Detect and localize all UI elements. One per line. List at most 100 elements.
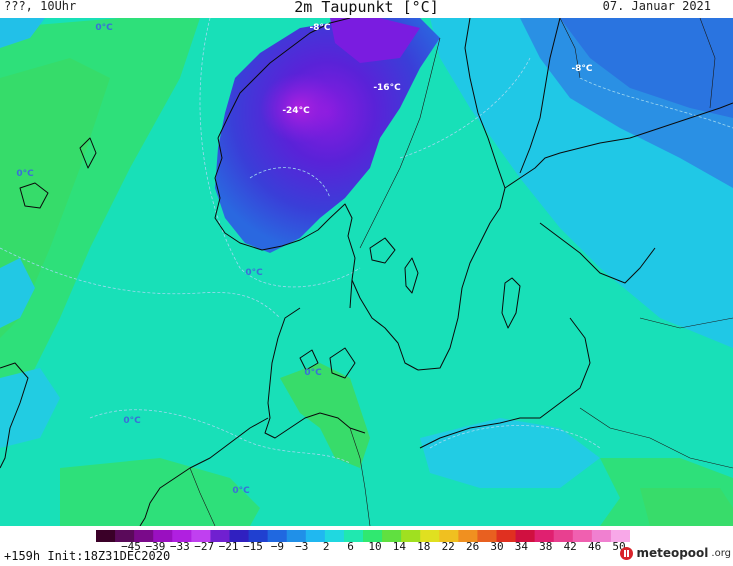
contour-label: 0°C — [304, 368, 322, 378]
norway-sweden-border — [359, 37, 441, 249]
colorbar-tick-label: −9 — [270, 540, 285, 553]
colorbar-segment — [343, 530, 364, 542]
baltic-south-coast — [419, 317, 591, 449]
colorbar-segment — [439, 530, 459, 542]
contour-label: 0°C — [232, 486, 250, 496]
colorbar-tick-label: 6 — [347, 540, 354, 553]
north-atlantic-cool — [0, 18, 45, 48]
colorbar-tick-label: 10 — [368, 540, 382, 553]
colorbar-tick-label: 42 — [563, 540, 577, 553]
colorbar-segment — [610, 530, 630, 542]
colorbar-segment — [134, 530, 154, 542]
netherlands-germany-border — [189, 467, 216, 526]
colorbar-segment — [477, 530, 498, 542]
finland-south-coast — [504, 102, 733, 189]
header-left-text: ???, 10Uhr — [4, 0, 77, 13]
contour-lines — [0, 18, 733, 464]
coastlines — [0, 18, 733, 526]
colorbar-segment — [534, 530, 555, 542]
colorbar-tick-label: 18 — [417, 540, 431, 553]
colorbar-tick-label: −3 — [295, 540, 309, 553]
sweden-east-coast — [417, 18, 506, 371]
meteopool-logo[interactable]: meteopool .org — [620, 546, 731, 560]
colorbar-segment — [229, 530, 250, 542]
denmark-coast — [264, 307, 366, 439]
atlantic-green-core — [0, 58, 110, 338]
colorbar-segment — [363, 530, 383, 542]
colorbar-segment — [458, 530, 479, 542]
sweden-west-coast — [351, 279, 419, 371]
colorbar-segment — [286, 530, 307, 542]
colorbar-segment — [115, 530, 135, 542]
colorbar-segment — [248, 530, 269, 542]
borders — [189, 18, 733, 526]
colorbar-segment — [267, 530, 288, 542]
norway-coast — [214, 137, 356, 309]
colorbar-segment — [172, 530, 192, 542]
colorbar-segment — [382, 530, 402, 542]
colorbar-segment — [572, 530, 593, 542]
colorbar-tick-label: −39 — [145, 540, 166, 553]
colorbar-tick-label: 2 — [322, 540, 330, 553]
header-bar: ???, 10Uhr 2m Taupunkt [°C] 07. Januar 2… — [0, 0, 733, 18]
forecast-date: 07. Januar 2021 — [602, 0, 711, 13]
colorbar-segment — [515, 530, 536, 542]
gotland — [501, 277, 521, 329]
contour-label: 0°C — [245, 268, 263, 278]
contour-label: -8°C — [309, 23, 330, 33]
colorbar-segment — [153, 530, 173, 542]
shetland-islands — [79, 137, 97, 169]
germany-poland-border — [349, 427, 371, 526]
finland-sweden-border — [559, 18, 581, 79]
colorbar-tick-label: 46 — [587, 540, 602, 553]
contour-label: -24°C — [282, 106, 310, 116]
colorbar-tick-label: 34 — [514, 540, 529, 553]
baltic-east-coast — [539, 222, 656, 284]
colorbar-segment — [591, 530, 612, 542]
colorbar-segment — [96, 530, 116, 542]
southwest-cool-patch — [0, 368, 60, 448]
oland — [404, 257, 419, 294]
colorbar-tick-label: −27 — [194, 540, 215, 553]
colorbar-segment — [401, 530, 421, 542]
map-title: 2m Taupunkt [°C] — [294, 0, 439, 16]
contour-label: -16°C — [373, 83, 401, 93]
finland-west-coast — [519, 18, 561, 174]
dewpoint-map: -8°C -16°C -24°C -8°C 0°C 0°C 0°C 0°C 0°… — [0, 18, 733, 526]
colorbar-segment — [324, 530, 345, 542]
poland-lithuania-border — [579, 407, 733, 469]
logo-name: meteopool — [636, 546, 709, 560]
poland-cool-patch — [420, 418, 600, 488]
contour-label: 0°C — [16, 169, 34, 179]
scandinavia-cold-core — [215, 18, 440, 253]
colorbar-segment — [496, 530, 517, 542]
colorbar-tick-label: 38 — [539, 540, 553, 553]
colorbar-tick-label: −33 — [169, 540, 190, 553]
colorbar-tick-label: −15 — [243, 540, 263, 553]
colorbar-tick-label: −45 — [121, 540, 141, 553]
colorbar-segment — [305, 530, 326, 542]
contour-labels: -8°C -16°C -24°C -8°C 0°C 0°C 0°C 0°C 0°… — [16, 23, 593, 496]
latvia-lithuania-border — [639, 317, 733, 329]
colorbar-tick-label: 30 — [490, 540, 504, 553]
colorbar-ticks: −45 −39 −33 −27 −21 −15 −9 −3 2 6 10 14 18 22 26 30 34 38… — [0, 540, 733, 554]
forecast-init-text: +159h Init:18Z31DEC2020 — [4, 549, 171, 563]
coldest-core — [260, 73, 340, 143]
colorbar-tick-label: 26 — [465, 540, 480, 553]
contour-label: -8°C — [571, 64, 592, 74]
colorbar — [96, 530, 630, 542]
colorbar-segment — [420, 530, 440, 542]
germany-netherlands-coast — [139, 417, 269, 526]
france-green-patch — [60, 458, 260, 526]
germany-green-patch — [280, 363, 370, 468]
zealand — [329, 347, 356, 379]
finland-russia-border — [699, 18, 716, 109]
west-cool-patch — [0, 258, 35, 328]
finland-colder-zone — [560, 18, 733, 118]
southeast-green-core — [640, 488, 733, 526]
lake-vanern — [369, 237, 396, 264]
contour-label: 0°C — [95, 23, 113, 33]
faroe-islands — [19, 182, 49, 209]
meteopool-logo-icon — [620, 546, 634, 560]
logo-tld: .org — [711, 547, 731, 559]
